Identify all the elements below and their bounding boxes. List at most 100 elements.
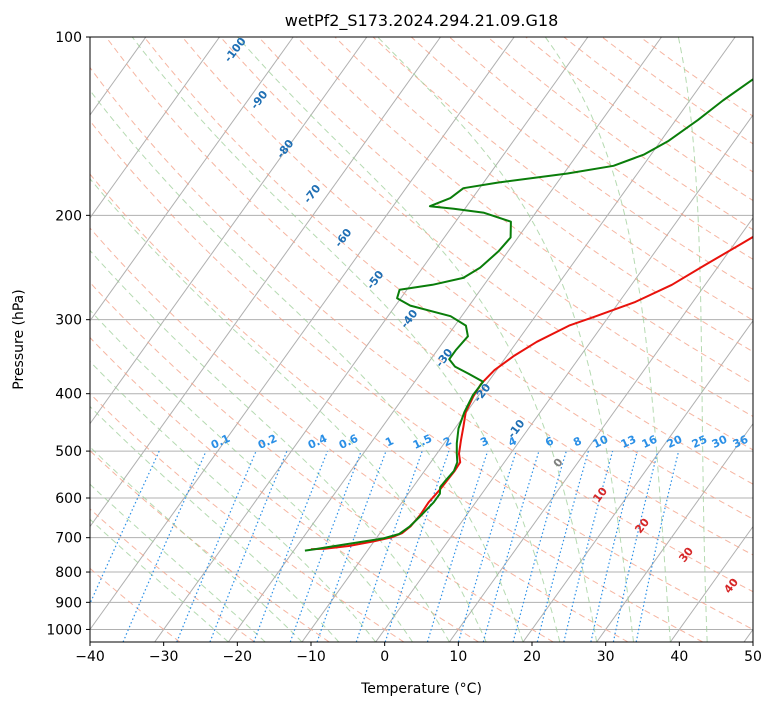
mixing-ratio-label: 30 xyxy=(710,433,730,451)
x-tick-label: 0 xyxy=(380,649,389,665)
y-tick-label: 600 xyxy=(55,491,82,507)
dry-adiabat-line xyxy=(90,173,703,642)
y-tick-label: 1000 xyxy=(46,622,82,638)
y-tick-label: 800 xyxy=(55,565,82,581)
moist-adiabat-line xyxy=(677,37,708,642)
mixing-ratio-label: 6 xyxy=(543,434,556,449)
moist-adiabat-line xyxy=(90,89,524,642)
moist-adiabat-line xyxy=(90,483,266,642)
mixing-ratio-label: 3 xyxy=(478,434,490,449)
mixing-ratio-line xyxy=(355,450,423,642)
isotherm-line xyxy=(448,217,753,642)
y-tick-label: 900 xyxy=(55,595,82,611)
dry-adiabat-line xyxy=(639,37,753,117)
overlay-labels: 0.1 0.2 0.4 0.6 1 1.5 2 3 4 6 8 10 13 16 20 25 30 36-100-… xyxy=(209,35,751,596)
mixing-ratio-line xyxy=(289,450,362,642)
dry-adiabat-label: -100 xyxy=(222,35,249,65)
dry-adiabat-line xyxy=(90,66,753,593)
mixing-ratio-line xyxy=(563,450,614,642)
dry-adiabat-line xyxy=(334,37,753,353)
y-tick-label: 700 xyxy=(55,531,82,547)
dry-adiabat-line xyxy=(410,37,753,291)
mixing-ratio-line xyxy=(635,450,680,642)
moist-adiabat-line xyxy=(237,37,598,642)
mixing-ratio-label: 25 xyxy=(690,433,709,451)
x-tick-label: 20 xyxy=(523,649,541,665)
sounding-profiles xyxy=(304,78,753,552)
isotherm-line xyxy=(90,37,220,219)
y-axis-title: Pressure (hPa) xyxy=(11,289,27,389)
mixing-ratio-line xyxy=(316,450,387,642)
mixing-ratio-line xyxy=(253,450,329,642)
mixing-ratio-label: 8 xyxy=(571,434,583,449)
x-tick-label: −40 xyxy=(75,649,105,665)
moist-adiabat-line xyxy=(90,177,487,642)
dry-adiabat-label: -60 xyxy=(332,226,355,250)
dry-adiabat-line xyxy=(525,37,753,202)
mixing-ratio-line xyxy=(536,450,589,642)
background-lines xyxy=(90,37,753,642)
x-axis-title: Temperature (°C) xyxy=(360,681,482,697)
mixing-ratio-line xyxy=(384,450,450,642)
dry-adiabat-line xyxy=(143,37,753,520)
y-tick-label: 100 xyxy=(55,30,82,46)
moist-adiabat-line xyxy=(544,37,671,642)
mixing-ratio-line xyxy=(176,450,257,642)
isotherm-line xyxy=(375,114,753,642)
mixing-ratio-line xyxy=(590,450,638,642)
mixing-ratio-line xyxy=(457,450,517,642)
mixing-ratio-line xyxy=(426,450,489,642)
dry-adiabat-line xyxy=(105,37,753,556)
mixing-ratio-label: 0.2 xyxy=(256,432,279,452)
moist-adiabat-line xyxy=(90,446,303,642)
mixing-ratio-line xyxy=(612,450,659,642)
x-tick-label: 30 xyxy=(597,649,615,665)
dry-adiabat-line xyxy=(90,120,753,630)
dry-adiabat-label: -40 xyxy=(398,307,421,331)
isotherm-line xyxy=(90,37,441,528)
moist-adiabat-line xyxy=(131,37,561,642)
isotherm-line xyxy=(669,525,753,642)
moist-adiabat-line xyxy=(90,518,229,642)
moist-adiabat-line xyxy=(90,360,377,642)
mixing-ratio-line xyxy=(209,450,288,642)
dry-adiabat-label: -30 xyxy=(433,346,456,370)
y-tick-label: 500 xyxy=(55,444,82,460)
isotherm-line xyxy=(227,37,662,642)
moist-adiabat-line xyxy=(90,249,450,642)
isotherm-line xyxy=(596,422,753,642)
y-tick-label: 200 xyxy=(55,208,82,224)
x-tick-label: −30 xyxy=(149,649,179,665)
mixing-ratio-label: 1 xyxy=(383,434,395,449)
y-tick-label: 400 xyxy=(55,387,82,403)
dry-adiabat-label: -50 xyxy=(364,268,387,292)
dry-adiabat-line xyxy=(90,281,554,642)
axes: −40 −30 −20 −10 0 10 20 30 40 5010009008007006005… xyxy=(46,30,762,665)
dewpoint-profile xyxy=(304,78,753,552)
mixing-ratio-label: 2 xyxy=(441,434,453,449)
dry-adiabat-line xyxy=(181,37,753,485)
mixing-ratio-line xyxy=(90,450,160,605)
dry-adiabat-label: -70 xyxy=(301,182,324,206)
x-tick-label: −10 xyxy=(296,649,326,665)
dry-adiabat-line xyxy=(220,37,753,451)
moist-adiabat-label: 40 xyxy=(721,576,741,596)
isotherm-line xyxy=(522,319,753,642)
chart-title: wetPf2_S173.2024.294.21.09.G18 xyxy=(285,11,559,31)
dry-adiabat-line xyxy=(90,227,629,642)
dry-adiabat-label: -90 xyxy=(248,88,271,112)
mixing-ratio-label: 0.4 xyxy=(306,432,329,452)
isotherm-line xyxy=(154,37,589,642)
isotherm-line xyxy=(90,37,368,425)
moist-adiabat-label: 20 xyxy=(632,516,652,536)
mixing-ratio-label: 13 xyxy=(619,433,638,451)
mixing-ratio-line xyxy=(512,450,567,642)
moist-adiabat-line xyxy=(90,405,340,642)
moist-adiabat-label: 30 xyxy=(676,545,696,565)
mixing-ratio-line xyxy=(122,450,207,642)
dry-adiabat-line xyxy=(90,336,479,642)
dry-adiabat-line xyxy=(372,37,753,321)
dry-adiabat-label: 0 xyxy=(551,456,566,470)
x-tick-label: −20 xyxy=(223,649,253,665)
